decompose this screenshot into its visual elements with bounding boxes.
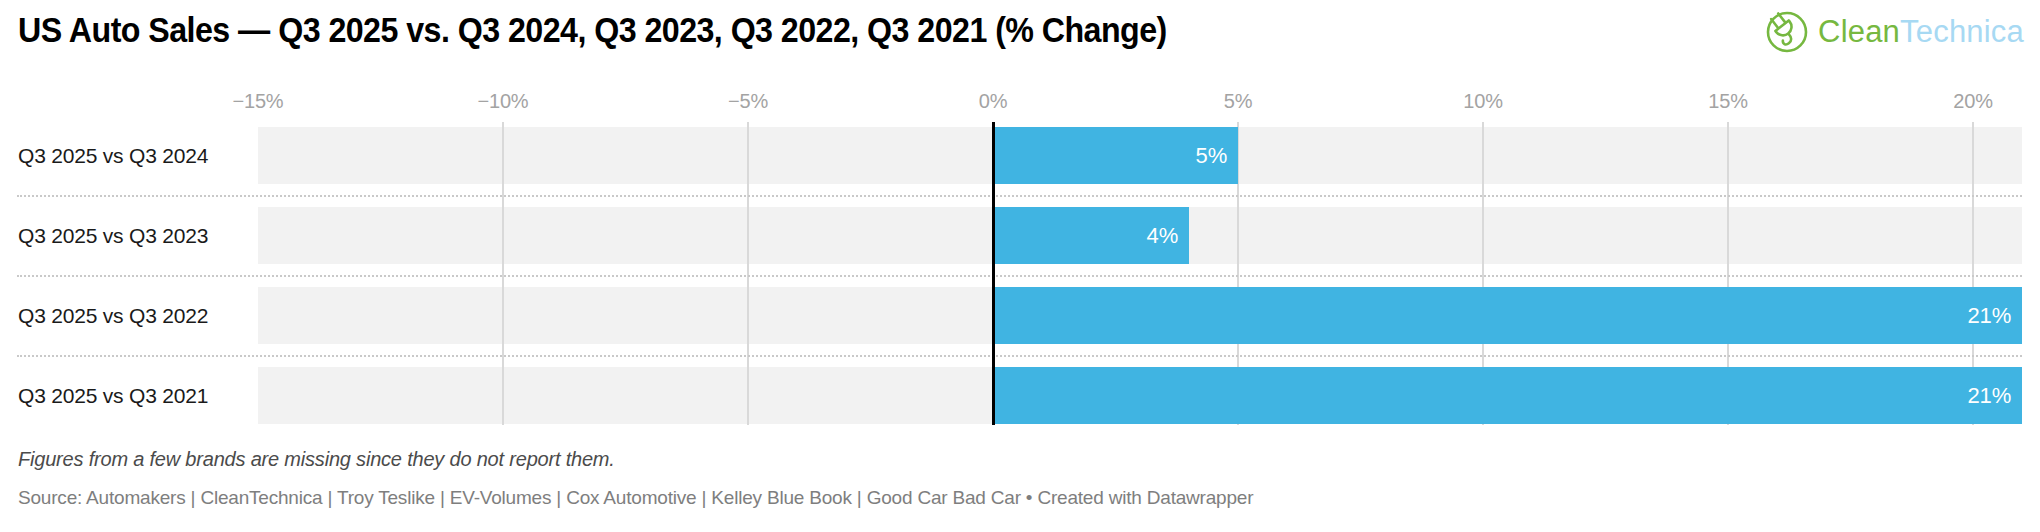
row-separator [17, 355, 2022, 357]
x-tick-label: 0% [979, 90, 1008, 113]
x-tick-label: 20% [1953, 90, 1992, 113]
source-line: Source: Automakers | CleanTechnica | Tro… [18, 487, 1253, 509]
footnote: Figures from a few brands are missing si… [18, 448, 615, 471]
bar-value-label: 21% [1968, 287, 2011, 344]
bar-value-label: 21% [1968, 367, 2011, 424]
bar[interactable]: 5% [993, 127, 1238, 184]
page-title: US Auto Sales — Q3 2025 vs. Q3 2024, Q3 … [18, 10, 1267, 50]
row-separator [17, 275, 2022, 277]
zero-baseline [992, 122, 995, 425]
bar[interactable]: 4% [993, 207, 1189, 264]
x-tick-label: −15% [233, 90, 284, 113]
row-label: Q3 2025 vs Q3 2023 [18, 207, 208, 264]
logo-text-blue: Technica [1900, 14, 2024, 49]
cleantechnica-logo[interactable]: CleanTechnica [1765, 10, 2024, 54]
x-tick-label: −5% [728, 90, 768, 113]
x-tick-label: −10% [478, 90, 529, 113]
x-tick-label: 15% [1708, 90, 1747, 113]
bar[interactable]: 21% [993, 367, 2022, 424]
logo-text: CleanTechnica [1818, 14, 2024, 50]
bar[interactable]: 21% [993, 287, 2022, 344]
plug-in-circle-icon [1765, 10, 1809, 54]
row-label: Q3 2025 vs Q3 2021 [18, 367, 208, 424]
chart-container: US Auto Sales — Q3 2025 vs. Q3 2024, Q3 … [0, 0, 2040, 532]
page-title-text: US Auto Sales — Q3 2025 vs. Q3 2024, Q3 … [18, 10, 1167, 50]
plot-area: 5% 4% 21% 21% [258, 122, 2022, 425]
x-axis-gridline [747, 122, 749, 425]
row-labels: Q3 2025 vs Q3 2024 Q3 2025 vs Q3 2023 Q3 2… [18, 122, 254, 425]
row-label: Q3 2025 vs Q3 2024 [18, 127, 208, 184]
x-tick-label: 5% [1224, 90, 1253, 113]
bar-value-label: 5% [1196, 127, 1227, 184]
logo-text-green: Clean [1818, 14, 1900, 49]
row-separator [17, 195, 2022, 197]
x-axis-gridline [502, 122, 504, 425]
row-label: Q3 2025 vs Q3 2022 [18, 287, 208, 344]
x-tick-label: 10% [1463, 90, 1502, 113]
bar-value-label: 4% [1147, 207, 1178, 264]
x-axis: −15%−10%−5%0%5%10%15%20% [258, 90, 2022, 118]
